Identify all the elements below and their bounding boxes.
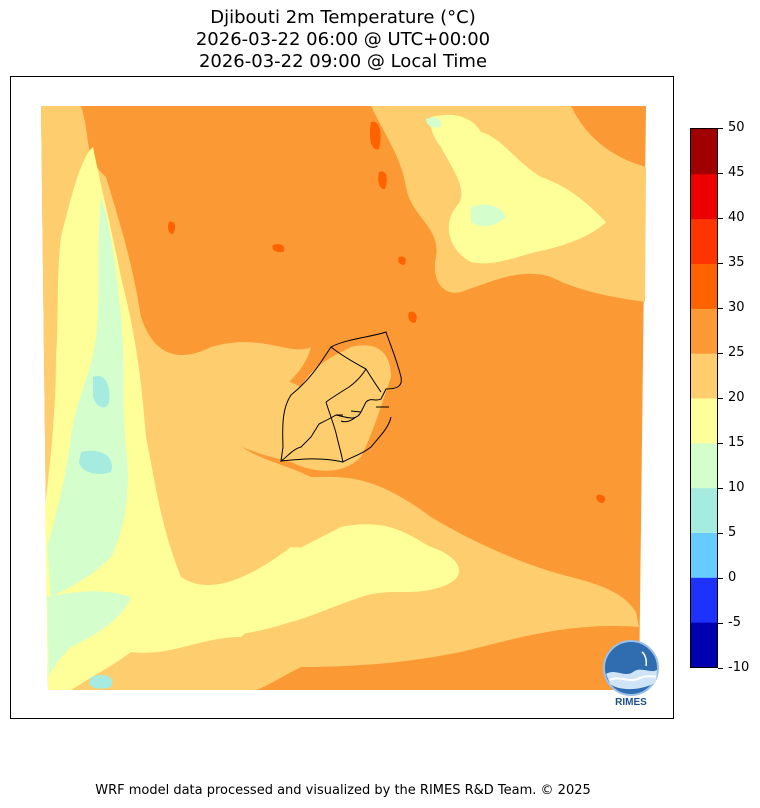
colorbar-swatch	[691, 532, 717, 578]
colorbar-tick	[718, 172, 723, 174]
colorbar-tick	[718, 532, 723, 534]
colorbar-tick-label: 30	[728, 300, 745, 315]
zone-10-15-southwest	[47, 591, 131, 677]
zone-15-20-northeast	[430, 114, 606, 264]
colorbar-tick-label: 10	[728, 480, 745, 495]
map-title-line-2: 2026-03-22 06:00 @ UTC+00:00	[195, 29, 491, 50]
colorbar-swatch	[691, 353, 717, 399]
colorbar-tick	[718, 397, 723, 399]
colorbar-tick-label: -5	[728, 615, 741, 630]
zone-20-25-central	[215, 345, 391, 471]
colorbar-swatch	[691, 218, 717, 264]
zone-30-35-spot-g	[596, 494, 606, 503]
zone-30-35-spot-b	[378, 171, 387, 190]
colorbar-swatch	[691, 173, 717, 220]
colorbar-tick	[718, 217, 723, 219]
map-title-line-1: Djibouti 2m Temperature (°C)	[210, 7, 476, 28]
colorbar-swatch	[691, 487, 717, 533]
colorbar-tick	[718, 487, 723, 489]
colorbar-tick	[718, 667, 723, 669]
colorbar-tick	[718, 307, 723, 309]
colorbar-tick	[718, 442, 723, 444]
logo-text: RIMES	[615, 697, 647, 708]
zone-5-10-west-a	[93, 376, 110, 408]
colorbar-tick-label: 5	[728, 525, 737, 540]
colorbar-swatches	[691, 129, 717, 667]
globe-icon	[603, 640, 659, 696]
zone-30-35-spot-e	[408, 311, 417, 323]
colorbar-tick	[718, 622, 723, 624]
colorbar-tick	[718, 577, 723, 579]
colorbar	[690, 128, 718, 668]
footer-credit: WRF model data processed and visualized …	[95, 783, 591, 798]
map-frame	[10, 76, 674, 719]
zone-30-35-spot-f	[398, 256, 406, 265]
zone-10-15-northeast-b	[426, 117, 442, 128]
colorbar-tick-label: 15	[728, 435, 745, 450]
colorbar-swatch	[691, 622, 717, 667]
zone-5-10-west-b	[79, 450, 112, 474]
zone-10-15-west	[47, 197, 128, 597]
zone-5-10-southwest	[89, 675, 113, 689]
colorbar-swatch	[691, 442, 717, 489]
rimes-logo: RIMES	[600, 640, 662, 708]
colorbar-tick-label: 35	[728, 255, 745, 270]
colorbar-swatch	[691, 308, 717, 354]
zone-20-25-west	[41, 106, 639, 690]
zone-10-15-northeast-a	[471, 204, 506, 227]
colorbar-tick-label: 45	[728, 165, 745, 180]
colorbar-tick-label: 40	[728, 210, 745, 225]
zone-30-35-spot-c	[168, 221, 176, 234]
map-title-line-3: 2026-03-22 09:00 @ Local Time	[198, 51, 488, 72]
djibouti-borders	[280, 331, 402, 463]
temperature-map	[41, 106, 646, 690]
zone-30-35-spot-d	[272, 244, 285, 253]
colorbar-swatch	[691, 577, 717, 623]
zone-15-20-south	[181, 524, 460, 637]
colorbar-tick-label: 25	[728, 345, 745, 360]
colorbar-swatch	[691, 263, 717, 309]
colorbar-tick-label: 0	[728, 570, 737, 585]
colorbar-swatch	[691, 398, 717, 444]
zone-30-35-spot-a	[369, 121, 381, 150]
colorbar-tick	[718, 127, 723, 129]
colorbar-tick-label: 50	[728, 120, 745, 135]
colorbar-tick	[718, 352, 723, 354]
colorbar-tick-label: -10	[728, 660, 750, 675]
colorbar-swatch	[691, 129, 717, 175]
colorbar-tick-label: 20	[728, 390, 745, 405]
colorbar-tick	[718, 262, 723, 264]
